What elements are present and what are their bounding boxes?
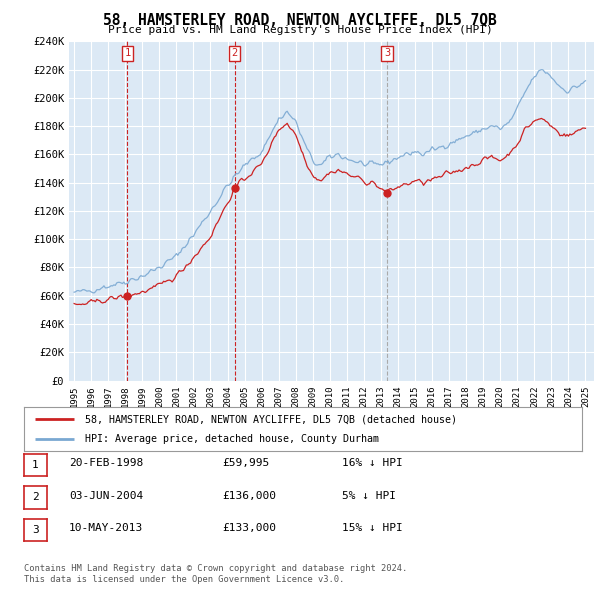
Text: £136,000: £136,000 xyxy=(222,491,276,500)
Text: 1: 1 xyxy=(32,460,39,470)
Text: 2: 2 xyxy=(232,48,238,58)
Text: 2: 2 xyxy=(32,493,39,502)
Text: £133,000: £133,000 xyxy=(222,523,276,533)
Text: 5% ↓ HPI: 5% ↓ HPI xyxy=(342,491,396,500)
Text: 16% ↓ HPI: 16% ↓ HPI xyxy=(342,458,403,468)
Text: 15% ↓ HPI: 15% ↓ HPI xyxy=(342,523,403,533)
Text: HPI: Average price, detached house, County Durham: HPI: Average price, detached house, Coun… xyxy=(85,434,379,444)
Text: 03-JUN-2004: 03-JUN-2004 xyxy=(69,491,143,500)
Text: 58, HAMSTERLEY ROAD, NEWTON AYCLIFFE, DL5 7QB (detached house): 58, HAMSTERLEY ROAD, NEWTON AYCLIFFE, DL… xyxy=(85,414,457,424)
Text: Contains HM Land Registry data © Crown copyright and database right 2024.: Contains HM Land Registry data © Crown c… xyxy=(24,565,407,573)
Text: 58, HAMSTERLEY ROAD, NEWTON AYCLIFFE, DL5 7QB: 58, HAMSTERLEY ROAD, NEWTON AYCLIFFE, DL… xyxy=(103,13,497,28)
Text: 20-FEB-1998: 20-FEB-1998 xyxy=(69,458,143,468)
Text: Price paid vs. HM Land Registry's House Price Index (HPI): Price paid vs. HM Land Registry's House … xyxy=(107,25,493,35)
Text: 3: 3 xyxy=(32,525,39,535)
Text: 3: 3 xyxy=(384,48,390,58)
Text: 1: 1 xyxy=(124,48,131,58)
Text: £59,995: £59,995 xyxy=(222,458,269,468)
Text: This data is licensed under the Open Government Licence v3.0.: This data is licensed under the Open Gov… xyxy=(24,575,344,584)
Text: 10-MAY-2013: 10-MAY-2013 xyxy=(69,523,143,533)
